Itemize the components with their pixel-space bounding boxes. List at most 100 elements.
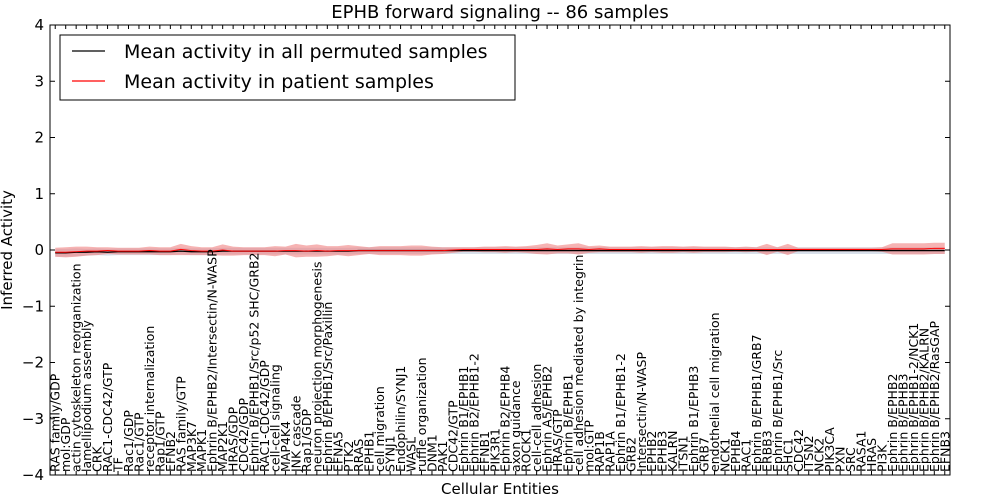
category-label: PXN <box>833 447 848 472</box>
category-label: MAP2K1 <box>215 421 230 472</box>
category-label: cell migration <box>372 386 387 472</box>
category-label: Ephrin B/EPHB2 <box>885 374 900 472</box>
legend-label-permuted: Mean activity in all permuted samples <box>124 41 487 63</box>
category-label: EFNA5 <box>330 431 345 472</box>
category-label: KALRN <box>665 430 680 472</box>
category-label: ERBB3 <box>759 430 774 472</box>
category-label: SYNJ1 <box>383 435 398 472</box>
category-label: MAP3K7 <box>184 421 199 472</box>
category-label: TF <box>111 457 126 473</box>
category-label: HRAS/GDP <box>226 406 241 472</box>
category-label: HRAS/GTP <box>550 409 565 472</box>
category-label: Ephrin B/EPHB2/RasGAP <box>927 321 942 472</box>
category-label: CRK <box>90 446 105 472</box>
category-label: ruffle organization <box>414 357 429 472</box>
x-axis-label: Cellular Entities <box>441 480 559 498</box>
category-label: DNM1 <box>424 434 439 472</box>
category-label: mol:GTP <box>581 420 596 472</box>
plot-area: −4 −3 −2 −1 0 1 2 3 4 RAS family/GDPmol:GDPactin … <box>22 16 952 484</box>
legend-label-patient: Mean activity in patient samples <box>124 71 434 93</box>
category-label: SRC <box>843 447 858 472</box>
category-label: MAP4K4 <box>278 421 293 472</box>
category-label: Ephrin B/EPHB3 <box>895 374 910 472</box>
y-tick-label: −3 <box>22 410 44 428</box>
category-label: NCK2 <box>812 438 827 472</box>
category-label: cell-cell adhesion <box>529 364 544 472</box>
category-label: actin cytoskeleton reorganization <box>69 263 84 472</box>
line-series-0 <box>55 249 945 254</box>
category-label: GRB7 <box>697 437 712 472</box>
category-label: Ephrin B2/EPHB1-2 <box>466 353 481 472</box>
y-tick-label: 2 <box>34 129 44 147</box>
category-label: Ephrin B2/EPHB4 <box>498 366 513 472</box>
category-label: PAK1 <box>435 441 450 472</box>
category-label: Rac1/GDP <box>121 410 136 472</box>
category-label: mol:GDP <box>58 417 73 472</box>
category-label: PIK3CA <box>822 427 837 472</box>
category-label: Ephrin B/EPHB1/Src <box>770 350 785 472</box>
category-label: ITSN2 <box>801 435 816 472</box>
category-label: NCK1 <box>718 438 733 472</box>
y-tick-label: 1 <box>34 185 44 203</box>
category-label: Ephrin B1/EPHB1 <box>456 366 471 472</box>
category-label: RAC1-CDC42/GTP <box>100 362 115 472</box>
y-tick-label: 3 <box>34 72 44 90</box>
category-label: Rap1/GDP <box>299 409 314 472</box>
category-label: EPHB1 <box>362 431 377 472</box>
category-label: CDC42/GDP <box>236 397 251 472</box>
category-label: Rap1/GTP <box>152 411 167 472</box>
y-tick-label: 0 <box>34 241 44 259</box>
category-label: EFNB2 <box>163 431 178 472</box>
category-label: RAC1 <box>738 439 753 472</box>
category-label: lamellipodium assembly <box>79 320 94 472</box>
category-label: RAP1A <box>602 431 617 472</box>
category-label: EPHB4 <box>728 431 743 472</box>
category-label: Endophilin/SYNJ1 <box>393 366 408 472</box>
category-label: Ephrin B/EPHB1-2/NCK1 <box>906 323 921 472</box>
y-tick-label: 4 <box>34 16 44 34</box>
category-label: RAS family/GDP <box>48 373 63 472</box>
category-label: RRAS <box>351 439 366 472</box>
category-label: ROCK1 <box>519 429 534 472</box>
category-label: PIK3R1 <box>487 428 502 472</box>
category-label: Ephrin B/EPHB1 <box>561 374 576 472</box>
category-label: Intersectin/N-WASP <box>634 352 649 472</box>
category-label: cell adhesion mediated by integrin <box>571 255 586 472</box>
category-label: PI3K <box>874 444 889 472</box>
category-label: CDC42 <box>791 429 806 472</box>
category-label: RAP1B <box>592 431 607 472</box>
category-label: RAC1-CDC42/GDP <box>257 360 272 472</box>
category-label: CDC42/GTP <box>445 400 460 472</box>
chart-title: EPHB forward signaling -- 86 samples <box>331 2 669 23</box>
category-label: Ephrin B/EPHB1/Src/p52 SHC/GRB2 <box>247 253 262 473</box>
line-series-1 <box>55 247 945 253</box>
category-label: SHC1 <box>780 438 795 472</box>
category-label: EPHB2 <box>644 431 659 472</box>
legend: Mean activity in all permuted samples Me… <box>59 34 516 101</box>
category-label: EFNB3 <box>937 431 952 472</box>
category-label: PTK2 <box>341 441 356 472</box>
category-label: Ephrin B/EPHB1/Src/Paxillin <box>320 302 335 472</box>
y-tick-label: −2 <box>22 354 44 372</box>
category-label: cell-cell signaling <box>268 364 283 472</box>
category-label: EPHB3 <box>655 431 670 472</box>
y-tick-label: −4 <box>22 466 44 484</box>
category-label: Ephrin B1/EPHB3 <box>686 366 701 472</box>
category-label: HRAS <box>864 438 879 472</box>
category-label: RAS family/GTP <box>173 376 188 472</box>
category-label: receptor internalization <box>142 326 157 472</box>
category-label: Ephrin B/EPHB1/GRB7 <box>749 334 764 472</box>
category-label: EFNB1 <box>477 431 492 472</box>
category-label: GRB2 <box>623 437 638 472</box>
category-label: Rac1/GTP <box>131 412 146 472</box>
y-axis-label: Inferred Activity <box>0 190 16 310</box>
category-label: Ephrin B/EPHB2/Intersectin/N-WASP <box>205 249 220 472</box>
category-label: axon guidance <box>508 380 523 472</box>
category-label: neuron projection morphogenesis <box>309 261 324 472</box>
category-label: JNK cascade <box>288 395 303 473</box>
y-tick-label: −1 <box>22 297 44 315</box>
category-label: ITSN1 <box>676 435 691 472</box>
category-label: Ephrin A5/EPHB2 <box>540 366 555 472</box>
category-label: WASL <box>404 437 419 472</box>
